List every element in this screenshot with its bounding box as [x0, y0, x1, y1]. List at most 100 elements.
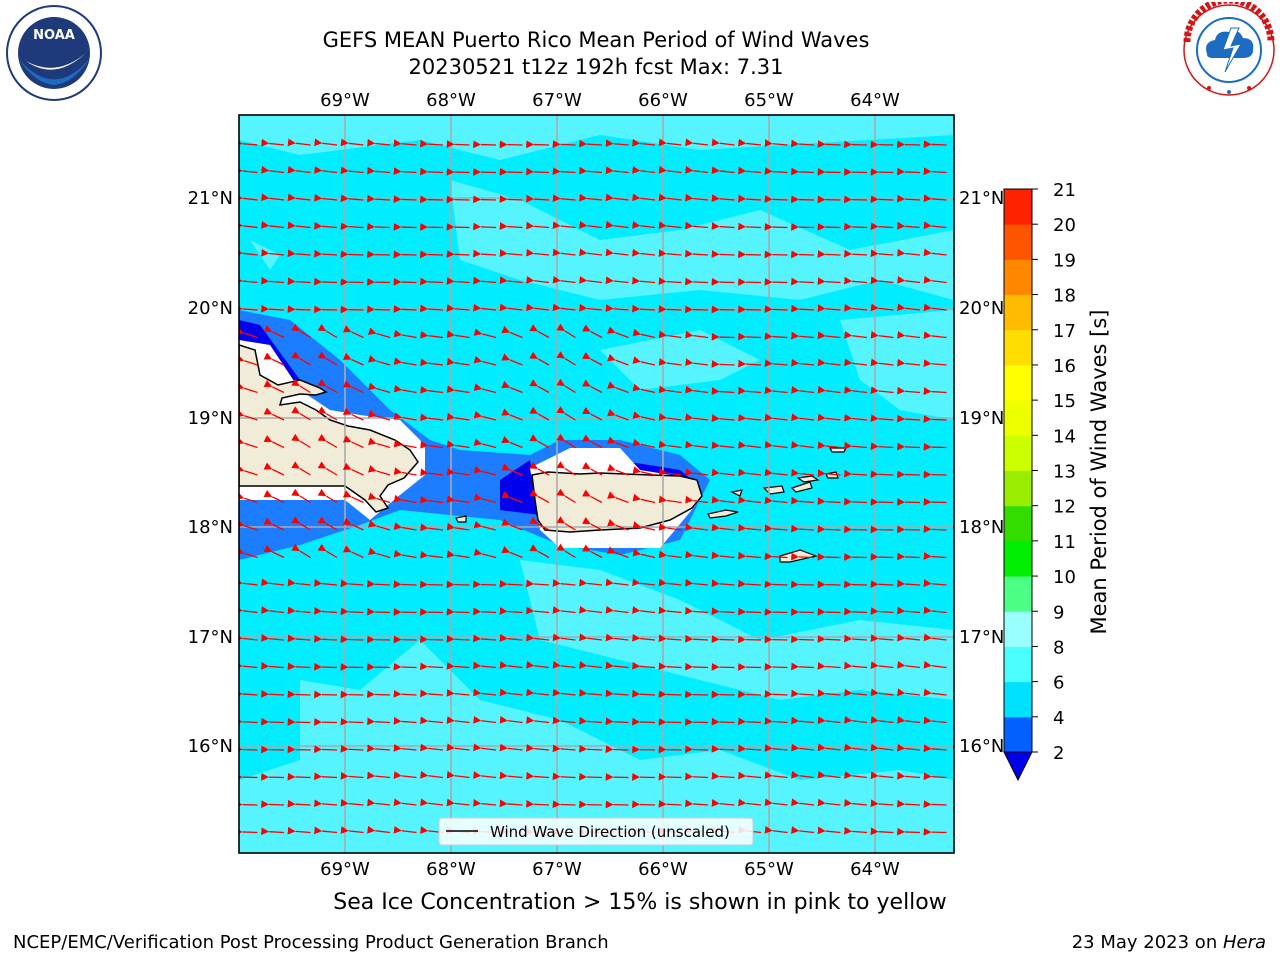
wind-wave-arrow [632, 138, 656, 147]
wind-wave-arrow [738, 413, 762, 422]
wind-wave-arrow [923, 716, 947, 725]
wind-wave-arrow [446, 277, 470, 285]
wind-wave-arrow [817, 331, 841, 340]
wind-wave-arrow [791, 716, 815, 725]
wind-wave-arrow [420, 385, 444, 394]
wind-wave-arrows [239, 138, 947, 836]
wind-wave-arrow [340, 250, 364, 259]
wind-wave-arrow [685, 578, 709, 587]
wind-wave-arrow [632, 466, 656, 476]
wind-wave-arrow [605, 166, 629, 175]
wind-wave-arrow [526, 633, 550, 642]
wind-wave-arrow [393, 825, 417, 834]
colorbar-segment [1004, 716, 1032, 753]
wind-wave-arrow [923, 688, 947, 697]
wind-wave-arrow [685, 249, 709, 258]
colorbar-segment [1004, 611, 1032, 647]
wind-wave-arrow [499, 195, 523, 203]
wind-wave-arrow [314, 138, 338, 147]
wind-wave-arrow [261, 165, 285, 174]
wind-wave-arrow [897, 771, 921, 780]
wind-wave-arrow [239, 492, 258, 504]
wind-wave-arrow [499, 249, 523, 257]
wind-wave-arrow [261, 304, 285, 313]
wind-wave-arrow [287, 662, 311, 671]
wind-wave-arrow [844, 222, 868, 231]
wind-wave-arrow [658, 468, 682, 476]
wind-wave-arrow [526, 799, 550, 808]
wind-wave-arrow [791, 770, 815, 779]
wind-wave-arrow [287, 277, 311, 286]
wind-wave-arrow [897, 194, 921, 203]
wind-wave-arrow [340, 717, 364, 726]
wind-wave-arrow [658, 690, 682, 699]
wind-wave-arrow [844, 715, 868, 724]
wind-wave-arrow [473, 438, 497, 449]
wind-wave-arrow [499, 688, 523, 697]
legend-label: Wind Wave Direction (unscaled) [490, 823, 730, 841]
wind-wave-arrow [582, 489, 603, 504]
wind-wave-arrow [420, 468, 444, 477]
wind-wave-arrow [685, 221, 709, 230]
wind-wave-arrow [314, 578, 338, 587]
lat-label: 21°N [188, 188, 233, 209]
wind-wave-arrow [552, 660, 576, 669]
wind-wave-arrow [340, 798, 364, 807]
wind-wave-arrow [261, 689, 285, 698]
wind-wave-arrow [605, 661, 629, 670]
wind-wave-arrow [473, 222, 497, 231]
wind-wave-arrow [817, 770, 841, 779]
wind-wave-arrow [239, 409, 258, 421]
wind-wave-arrow [291, 406, 311, 421]
wind-wave-arrow [239, 327, 258, 339]
wind-wave-arrow [239, 166, 258, 174]
wind-wave-arrow [367, 166, 391, 175]
credit-right: 23 May 2023 on Hera [1072, 932, 1266, 953]
wind-wave-arrow [239, 276, 258, 285]
wind-wave-arrow [287, 305, 311, 314]
wind-wave-arrow [632, 606, 656, 614]
wind-wave-arrow [897, 606, 921, 615]
wind-wave-arrow [526, 579, 550, 588]
wind-wave-arrow [239, 633, 258, 642]
wind-wave-arrow [764, 139, 788, 147]
wind-wave-arrow [499, 661, 523, 669]
wind-wave-arrow [393, 798, 417, 807]
wind-wave-arrow [239, 689, 258, 698]
wind-wave-arrow [261, 193, 285, 202]
wind-wave-arrow [556, 488, 576, 504]
wind-wave-arrow [263, 462, 285, 476]
wind-wave-arrow [317, 406, 338, 421]
colorbar-segment [1004, 435, 1032, 471]
wind-wave-arrow [579, 276, 603, 284]
wind-wave-arrow [556, 433, 576, 449]
wind-wave-arrow [844, 249, 868, 258]
wind-wave-arrow [607, 381, 629, 394]
wind-wave-arrow [817, 358, 841, 367]
wind-wave-arrow [711, 250, 735, 258]
wind-wave-arrow [367, 492, 391, 504]
wind-wave-arrow [870, 688, 894, 697]
wind-wave-arrow [923, 633, 947, 642]
wind-wave-arrow [605, 605, 629, 614]
wind-wave-arrow [239, 464, 258, 476]
wind-wave-arrow [791, 441, 815, 449]
wind-wave-arrow [791, 552, 815, 561]
wind-wave-arrow [552, 275, 576, 284]
wind-wave-arrow [552, 248, 576, 257]
wind-wave-arrow [658, 550, 682, 559]
wind-wave-arrow [605, 304, 629, 313]
wind-wave-arrow [473, 355, 497, 366]
wind-wave-arrow [314, 772, 338, 781]
wind-wave-arrow [367, 717, 391, 726]
wind-wave-arrow [897, 414, 921, 423]
colorbar-segment [1004, 400, 1032, 436]
wind-wave-arrow [261, 221, 285, 229]
wind-wave-arrow [317, 461, 338, 476]
wind-wave-arrow [552, 688, 576, 697]
wind-wave-arrow [367, 607, 391, 616]
wind-wave-arrow [711, 523, 735, 532]
wind-wave-arrow [501, 518, 523, 531]
wind-wave-arrow [367, 138, 391, 147]
wind-wave-arrow [923, 772, 947, 781]
